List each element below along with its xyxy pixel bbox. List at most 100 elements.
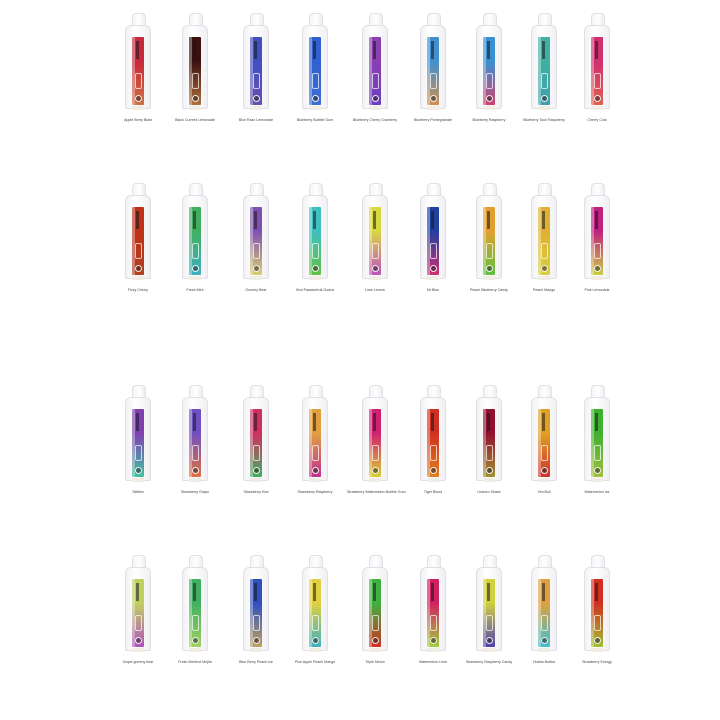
display-window <box>135 615 142 631</box>
brand-logo <box>254 41 257 59</box>
product-card[interactable]: Cherry Cola <box>569 13 625 123</box>
product-card[interactable]: Triple Melon <box>347 555 403 665</box>
device-base <box>538 478 550 482</box>
brand-logo <box>595 583 598 601</box>
product-card[interactable]: Gummy Bear <box>228 183 284 293</box>
product-card[interactable]: Tiger Blood <box>405 385 461 495</box>
display-window <box>430 615 437 631</box>
product-card[interactable]: Strawberry Raspberry Candy <box>461 555 517 665</box>
display-window <box>541 243 548 259</box>
display-window <box>253 445 260 461</box>
vape-device-image <box>125 555 151 652</box>
brand-logo <box>313 41 316 59</box>
product-card[interactable]: Strawberry Watermelon Bubble Gum <box>347 385 406 495</box>
product-card[interactable]: Strawberry Raspberry <box>287 385 343 495</box>
product-card[interactable]: Black Current Lemonade <box>167 13 223 123</box>
vape-device-image <box>531 385 557 482</box>
product-card[interactable]: Kiwi Passionfruit Guava <box>287 183 343 293</box>
flavor-name: Strawberry Raspberry <box>297 490 333 494</box>
brand-logo <box>487 211 490 229</box>
product-card[interactable]: Apple Berry Blast <box>110 13 166 123</box>
device-base <box>189 648 201 652</box>
display-window <box>372 445 379 461</box>
flavor-name: Skittles <box>132 490 144 494</box>
power-icon <box>594 95 601 102</box>
product-card[interactable]: Unicorn Shake <box>461 385 517 495</box>
product-card[interactable]: Fizzy Cherry <box>110 183 166 293</box>
mouthpiece <box>309 385 323 400</box>
brand-logo <box>254 413 257 431</box>
mouthpiece <box>427 555 441 570</box>
product-card[interactable]: Fresh Menthol Mojito <box>167 555 223 665</box>
device-base <box>483 478 495 482</box>
power-icon <box>430 467 437 474</box>
brand-logo <box>193 583 196 601</box>
mouthpiece <box>427 13 441 28</box>
display-window <box>430 445 437 461</box>
mouthpiece <box>427 385 441 400</box>
product-card[interactable]: Peach Blueberry Candy <box>461 183 517 293</box>
product-card[interactable]: Hubba Bubba <box>516 555 572 665</box>
vape-device-image <box>362 555 388 652</box>
vape-device-image <box>476 555 502 652</box>
product-card[interactable]: Pink Lemonade <box>569 183 625 293</box>
power-icon <box>135 637 142 644</box>
product-card[interactable]: Blueberry Pomegranate <box>405 13 461 123</box>
power-icon <box>312 95 319 102</box>
product-card[interactable]: Blue Berry Peach Ice <box>228 555 284 665</box>
brand-logo <box>373 211 376 229</box>
product-card[interactable]: Strawberry Grape <box>167 385 223 495</box>
device-base <box>309 106 321 110</box>
mouthpiece <box>250 183 264 198</box>
power-icon <box>372 467 379 474</box>
brand-logo <box>193 413 196 431</box>
flavor-name: Cherry Cola <box>587 118 607 122</box>
power-icon <box>372 637 379 644</box>
product-card[interactable]: Fresh Mint <box>167 183 223 293</box>
device-base <box>309 648 321 652</box>
mouthpiece <box>591 13 605 28</box>
mouthpiece <box>369 13 383 28</box>
power-icon <box>253 265 260 272</box>
power-icon <box>192 467 199 474</box>
product-card[interactable]: Pine Apple Peach Mango <box>287 555 343 665</box>
product-card[interactable]: Grape gummy bear <box>110 555 166 665</box>
product-card[interactable]: Lime Lemon <box>347 183 403 293</box>
flavor-name: Blue Razz Lemonade <box>238 118 274 122</box>
product-card[interactable]: Blueberry Cherry Cranberry <box>347 13 403 123</box>
power-icon <box>486 265 493 272</box>
vape-device-image <box>420 13 446 110</box>
product-card[interactable]: Blue Razz Lemonade <box>228 13 284 123</box>
brand-logo <box>542 41 545 59</box>
mouthpiece <box>538 385 552 400</box>
flavor-name: Fresh Menthol Mojito <box>178 660 212 664</box>
device-base <box>369 276 381 280</box>
power-icon <box>486 95 493 102</box>
brand-logo <box>487 583 490 601</box>
display-window <box>312 445 319 461</box>
power-icon <box>541 467 548 474</box>
product-card[interactable]: Watermelon Lime <box>405 555 461 665</box>
device-base <box>132 648 144 652</box>
flavor-name: Fizzy Cherry <box>127 288 149 292</box>
display-window <box>253 615 260 631</box>
product-card[interactable]: Vim Bull <box>516 385 572 495</box>
product-card[interactable]: Mr Blue <box>405 183 461 293</box>
product-card[interactable]: Watermelon Ice <box>569 385 625 495</box>
flavor-name: Triple Melon <box>365 660 385 664</box>
mouthpiece <box>309 555 323 570</box>
vape-device-image <box>531 183 557 280</box>
product-card[interactable]: Blueberry Bubble Gum <box>287 13 343 123</box>
device-base <box>250 648 262 652</box>
device-base <box>538 276 550 280</box>
product-card[interactable]: Skittles <box>110 385 166 495</box>
brand-logo <box>373 413 376 431</box>
product-card[interactable]: Blueberry Sour Raspberry <box>516 13 572 123</box>
product-card[interactable]: Strawberry Energy <box>569 555 625 665</box>
product-card[interactable]: Peach Mango <box>516 183 572 293</box>
brand-logo <box>595 413 598 431</box>
product-card[interactable]: Blueberry Raspberry <box>461 13 517 123</box>
product-card[interactable]: Strawberry Kiwi <box>228 385 284 495</box>
vape-device-image <box>362 13 388 110</box>
display-window <box>135 445 142 461</box>
